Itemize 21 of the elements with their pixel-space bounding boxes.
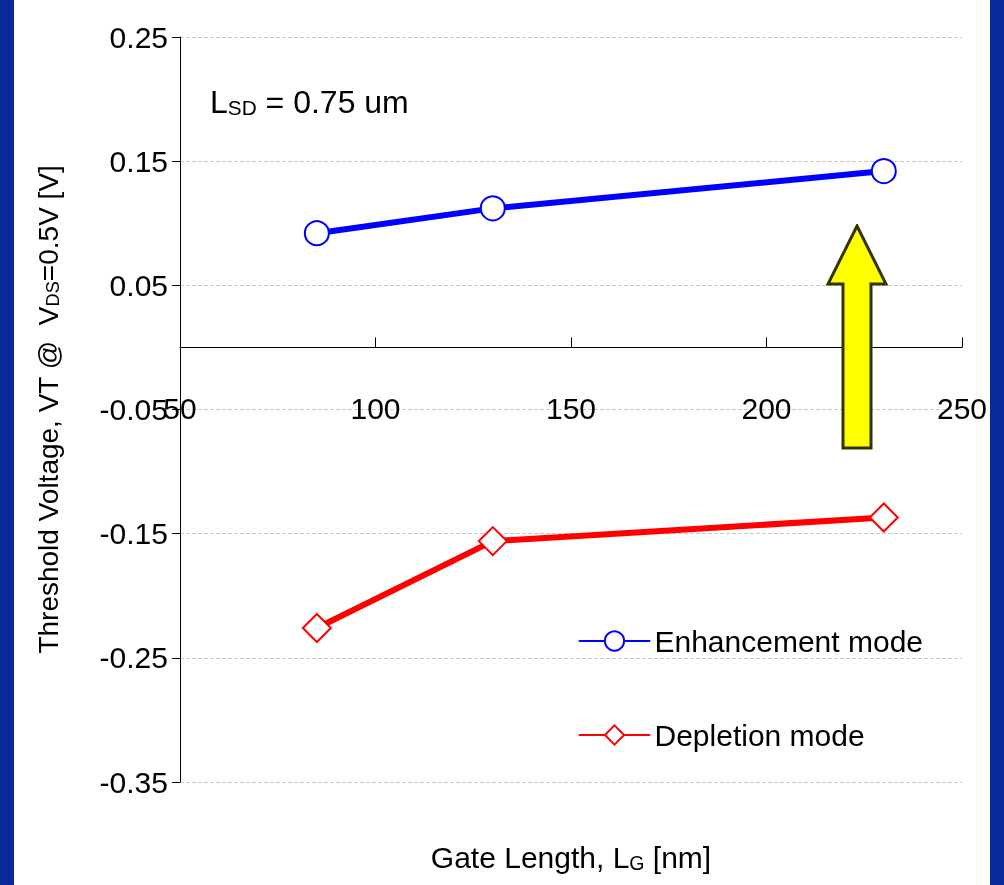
legend-label: Enhancement mode — [654, 624, 924, 658]
point — [868, 502, 899, 533]
y-tick-label: 0.05 — [109, 268, 168, 302]
point — [303, 220, 330, 247]
point — [479, 195, 506, 222]
y-tick-label: 0.15 — [109, 144, 168, 178]
legend-label: Depletion mode — [654, 718, 865, 752]
y-tick-label: 0.25 — [109, 20, 168, 54]
x-tick-label: 250 — [936, 391, 988, 425]
point — [477, 526, 508, 557]
x-tick-label: 150 — [545, 391, 597, 425]
x-tick-label: 100 — [350, 391, 401, 425]
y-tick-label: -0.15 — [99, 517, 168, 551]
y-axis-title: Threshold Voltage, VT @ VDS=0.5V [V] — [32, 165, 64, 654]
y-tick-label: -0.35 — [99, 765, 168, 799]
point — [301, 613, 332, 644]
annotation: LSD = 0.75 um — [210, 84, 409, 120]
x-axis-title: Gate Length, LG [nm] — [430, 840, 712, 874]
point — [870, 158, 897, 185]
y-tick-label: -0.25 — [99, 641, 168, 675]
x-tick-label: 200 — [741, 391, 792, 425]
